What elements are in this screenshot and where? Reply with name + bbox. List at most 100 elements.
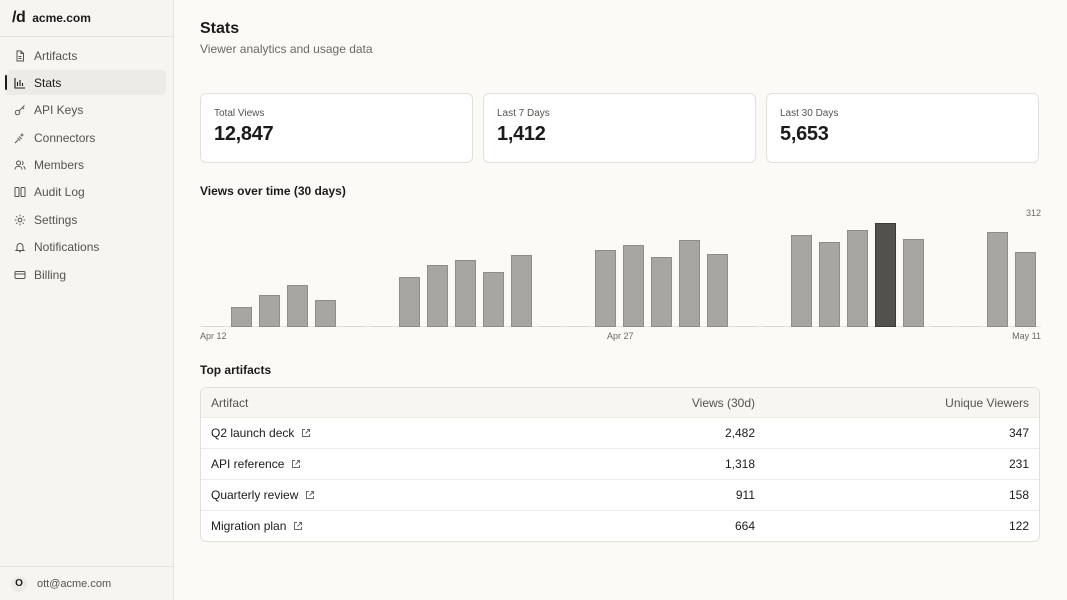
chart-bar <box>259 295 280 327</box>
gear-icon <box>14 214 26 226</box>
plug-icon <box>14 132 26 144</box>
table-row[interactable]: Quarterly review 911 158 <box>201 479 1039 510</box>
artifact-name[interactable]: Migration plan <box>211 519 287 533</box>
chart-bar <box>763 326 784 327</box>
sidebar-item-connectors[interactable]: Connectors <box>6 125 166 150</box>
stat-card-last-30-days: Last 30 Days 5,653 <box>766 93 1039 163</box>
chart-bar <box>595 250 616 327</box>
chart-title: Views over time (30 days) <box>200 184 346 198</box>
column-header-unique-viewers: Unique Viewers <box>945 395 1029 410</box>
avatar: O <box>11 575 27 592</box>
sidebar-item-label: Notifications <box>34 240 100 255</box>
chart-bar <box>343 326 364 327</box>
sidebar-item-label: Stats <box>34 75 62 90</box>
chart-bar <box>1015 252 1036 327</box>
stat-value: 1,412 <box>497 123 546 145</box>
unique-viewers-value: 347 <box>1008 426 1029 440</box>
logo: /d <box>12 9 26 26</box>
chart-bar <box>623 245 644 327</box>
chart-bar <box>371 326 392 327</box>
user-email: ott@acme.com <box>37 577 112 590</box>
table-row[interactable]: API reference 1,318 231 <box>201 448 1039 479</box>
sidebar-item-billing[interactable]: Billing <box>6 262 166 287</box>
external-link-icon[interactable] <box>301 428 311 438</box>
page-subtitle: Viewer analytics and usage data <box>200 42 373 56</box>
x-tick-label: May 11 <box>1012 331 1041 341</box>
chart-bar <box>483 272 504 327</box>
column-header-views: Views (30d) <box>691 395 755 410</box>
unique-viewers-value: 122 <box>1008 519 1029 533</box>
stat-card-total-views: Total Views 12,847 <box>200 93 473 163</box>
sidebar-item-api-keys[interactable]: API Keys <box>6 98 166 123</box>
chart-bar <box>399 277 420 327</box>
artifact-name[interactable]: API reference <box>211 457 285 471</box>
sidebar-item-members[interactable]: Members <box>6 153 166 178</box>
external-link-icon[interactable] <box>293 521 303 531</box>
table-row[interactable]: Q2 launch deck 2,482 347 <box>201 417 1039 448</box>
file-icon <box>14 50 26 62</box>
unique-viewers-value: 158 <box>1008 488 1029 502</box>
sidebar-item-artifacts[interactable]: Artifacts <box>6 43 166 68</box>
external-link-icon[interactable] <box>305 490 315 500</box>
stat-cards: Total Views 12,847 Last 7 Days 1,412 Las… <box>200 93 1040 163</box>
artifact-name[interactable]: Quarterly review <box>211 488 299 502</box>
chart-bar <box>567 326 588 327</box>
chart-bar <box>315 300 336 327</box>
x-tick-label: Apr 27 <box>607 331 634 341</box>
sidebar: /d acme.com Artifacts Stats API Keys Co <box>0 0 174 600</box>
stat-value: 5,653 <box>780 123 829 145</box>
chart-bar <box>735 326 756 327</box>
chart-bar <box>539 326 560 327</box>
stat-label: Last 30 Days <box>780 108 839 119</box>
external-link-icon[interactable] <box>291 459 301 469</box>
stat-card-last-7-days: Last 7 Days 1,412 <box>483 93 756 163</box>
bell-icon <box>14 241 26 253</box>
chart-bar <box>679 240 700 327</box>
sidebar-item-label: Members <box>34 158 85 173</box>
views-value: 1,318 <box>724 457 755 471</box>
sidebar-item-label: Audit Log <box>34 185 85 200</box>
sidebar-item-audit-log[interactable]: Audit Log <box>6 180 166 205</box>
key-icon <box>14 104 26 116</box>
views-value: 911 <box>735 488 755 502</box>
sidebar-nav: Artifacts Stats API Keys Connectors Memb… <box>0 37 173 287</box>
chart-max-label: 312 <box>1025 208 1041 218</box>
user-menu[interactable]: O ott@acme.com <box>0 566 174 600</box>
chart-baseline <box>200 326 1041 327</box>
chart-bar <box>819 242 840 327</box>
sidebar-item-settings[interactable]: Settings <box>6 207 166 232</box>
table-header: Artifact Views (30d) Unique Viewers <box>201 388 1039 417</box>
stat-value: 12,847 <box>214 123 274 145</box>
chart-bar <box>903 239 924 327</box>
sidebar-item-label: API Keys <box>34 103 84 118</box>
table-title: Top artifacts <box>200 363 272 377</box>
views-chart: 312 Apr 12 Apr 27 May 11 <box>200 206 1041 346</box>
table-row[interactable]: Migration plan 664 122 <box>201 510 1039 541</box>
chart-plot-area <box>200 223 1041 327</box>
workspace-name: acme.com <box>32 11 91 25</box>
chart-bar <box>287 285 308 327</box>
column-header-artifact: Artifact <box>211 395 249 410</box>
brand[interactable]: /d acme.com <box>0 0 173 37</box>
sidebar-item-stats[interactable]: Stats <box>5 70 166 96</box>
stat-label: Total Views <box>214 108 265 119</box>
sidebar-item-notifications[interactable]: Notifications <box>6 235 166 260</box>
chart-bar <box>931 326 952 327</box>
x-tick-label: Apr 12 <box>200 331 227 341</box>
chart-bar <box>707 254 728 327</box>
bar-chart-icon <box>14 77 26 89</box>
chart-bar <box>651 257 672 327</box>
artifact-name[interactable]: Q2 launch deck <box>211 426 295 440</box>
chart-bar <box>791 235 812 327</box>
stat-label: Last 7 Days <box>497 108 550 119</box>
chart-bar <box>231 307 252 327</box>
views-value: 2,482 <box>724 426 755 440</box>
sidebar-item-label: Artifacts <box>34 48 78 63</box>
views-value: 664 <box>734 519 755 533</box>
sidebar-item-label: Billing <box>34 267 67 282</box>
chart-bar <box>847 230 868 327</box>
chart-bar <box>203 326 224 327</box>
top-artifacts-table: Artifact Views (30d) Unique Viewers Q2 l… <box>200 387 1040 542</box>
chart-bar <box>987 232 1008 327</box>
users-icon <box>14 159 26 171</box>
